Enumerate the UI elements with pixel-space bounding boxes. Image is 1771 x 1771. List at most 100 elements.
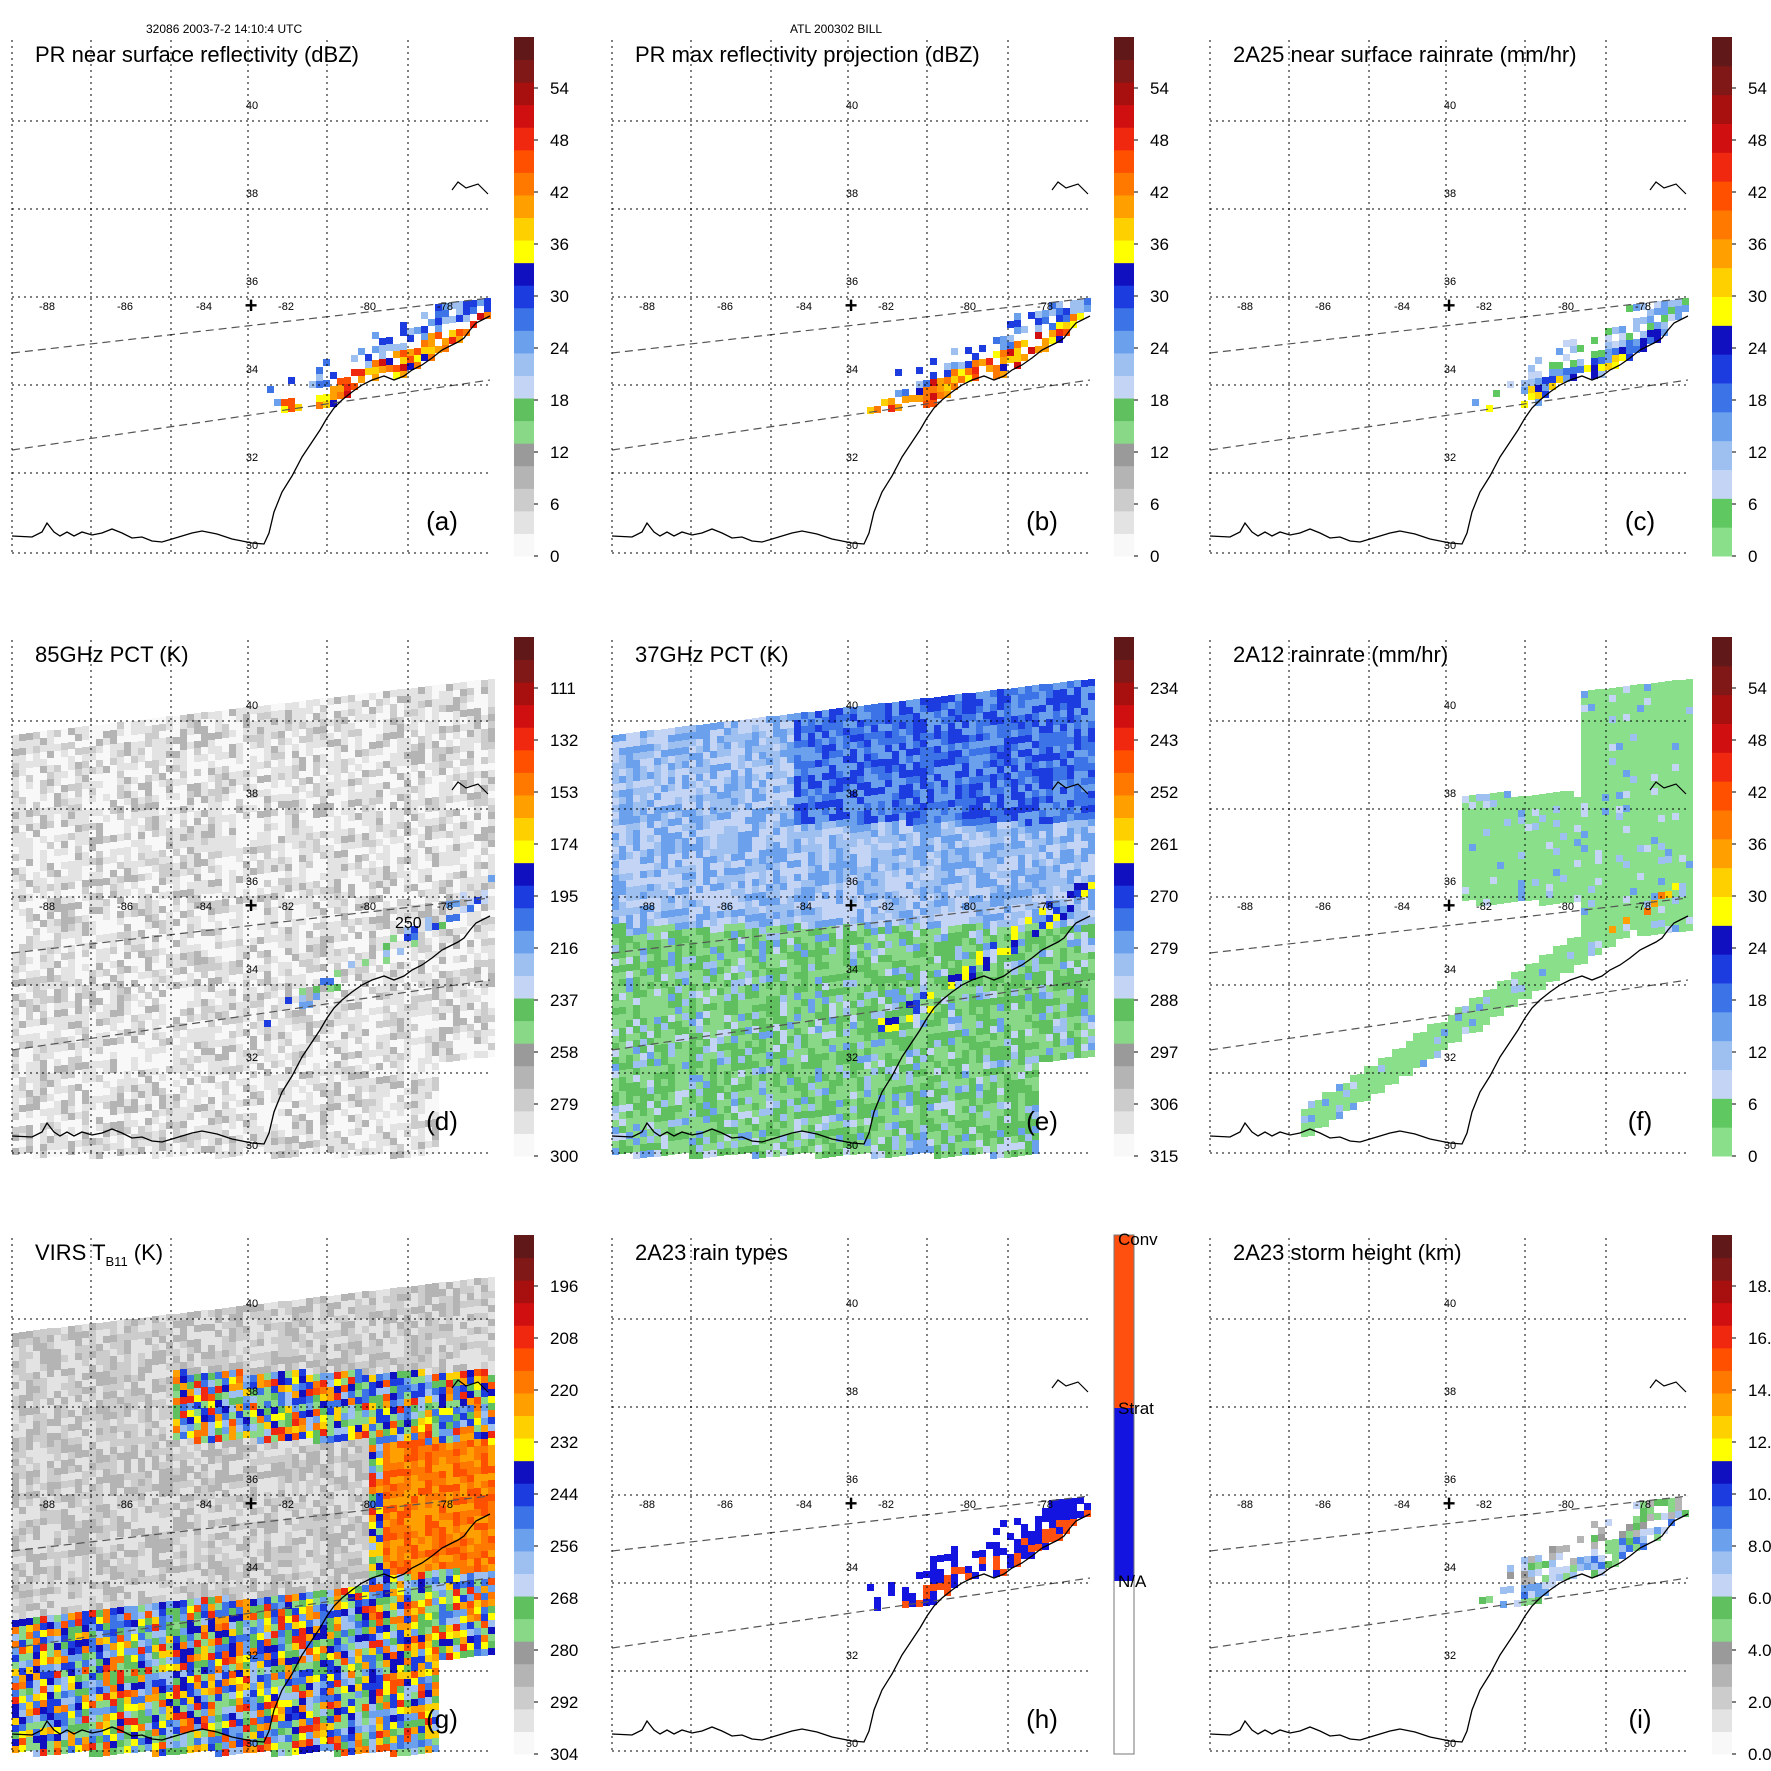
field-cell [488,1036,495,1043]
field-cell [474,701,481,708]
field-cell [313,867,320,874]
field-cell [12,1099,19,1106]
field-cell [327,1083,334,1090]
field-cell [96,739,103,746]
field-cell [306,1141,313,1148]
field-cell [386,365,393,372]
field-cell [278,1046,285,1053]
field-cell [362,693,369,700]
field-cell [208,971,215,978]
colorbar-tick-label: 30 [1748,287,1767,306]
field-cell [229,1150,236,1157]
field-cell [124,1113,131,1120]
colorbar-swatch [514,749,534,773]
field-cell [250,742,257,749]
colorbar-tick-label: 48 [1150,131,1169,150]
field-cell [131,896,138,903]
field-cell [481,778,488,785]
field-cell [488,854,495,861]
coastline [1209,315,1689,545]
field-cell [54,1038,61,1045]
field-cell [446,810,453,817]
field-cell [201,908,208,915]
field-cell [117,904,124,911]
field-cell [236,925,243,932]
field-cell [612,889,619,896]
field-cell [292,1010,299,1017]
field-cell [103,780,110,787]
longitude-label: -82 [278,901,294,913]
field-cell [208,1055,215,1062]
field-cell [40,962,47,969]
field-cell [411,891,418,898]
field-cell [166,786,173,793]
field-cell [285,927,292,934]
field-cell [369,924,376,931]
field-cell [341,815,348,822]
field-cell [173,954,180,961]
field-cell [180,1002,187,1009]
field-cell [397,892,404,899]
field-cell [257,993,264,1000]
field-cell [215,907,222,914]
field-cell [306,917,313,924]
field-cell [82,810,89,817]
field-cell [82,929,89,936]
field-cell [313,1021,320,1028]
field-cell [243,910,250,917]
field-cell [481,932,488,939]
field-cell [1661,315,1668,322]
field-cell [47,856,54,863]
field-cell [397,717,404,724]
field-cell [446,698,453,705]
field-cell [271,1026,278,1033]
field-cell [131,1008,138,1015]
field-cell [180,953,187,960]
field-cell [292,821,299,828]
field-cell [1563,375,1570,382]
field-cell [201,1048,208,1055]
field-cell [152,1082,159,1089]
field-cell [166,849,173,856]
field-cell [612,784,619,791]
field-cell [306,854,313,861]
field-cell [103,850,110,857]
field-cell [61,1079,68,1086]
field-cell [1493,390,1500,397]
colorbar-swatch [1114,172,1134,196]
field-cell [68,1134,75,1141]
field-cell [488,826,495,833]
field-cell [124,896,131,903]
field-cell [313,1098,320,1105]
colorbar-swatch [514,59,534,83]
field-cell [208,1020,215,1027]
field-cell [334,1047,341,1054]
field-cell [1577,366,1584,373]
field-cell [460,682,467,689]
field-cell [460,787,467,794]
field-cell [460,871,467,878]
colorbar-swatch [514,194,534,219]
field-cell [201,992,208,999]
field-cell [250,1148,257,1155]
field-cell [299,841,306,848]
field-cell [432,958,439,965]
field-cell [54,1066,61,1073]
field-cell [1626,333,1633,340]
field-cell [236,1072,243,1079]
field-cell [40,752,47,759]
field-cell [103,934,110,941]
field-cell [68,1092,75,1099]
field-cell [411,1143,418,1150]
field-cell [481,750,488,757]
field-cell [236,1093,243,1100]
field-cell [180,925,187,932]
field-cell [460,955,467,962]
field-cell [180,911,187,918]
field-cell [47,737,54,744]
field-cell [341,1151,348,1158]
field-cell [285,1123,292,1130]
field-cell [278,1144,285,1151]
field-cell [488,728,495,735]
field-cell [138,867,145,874]
